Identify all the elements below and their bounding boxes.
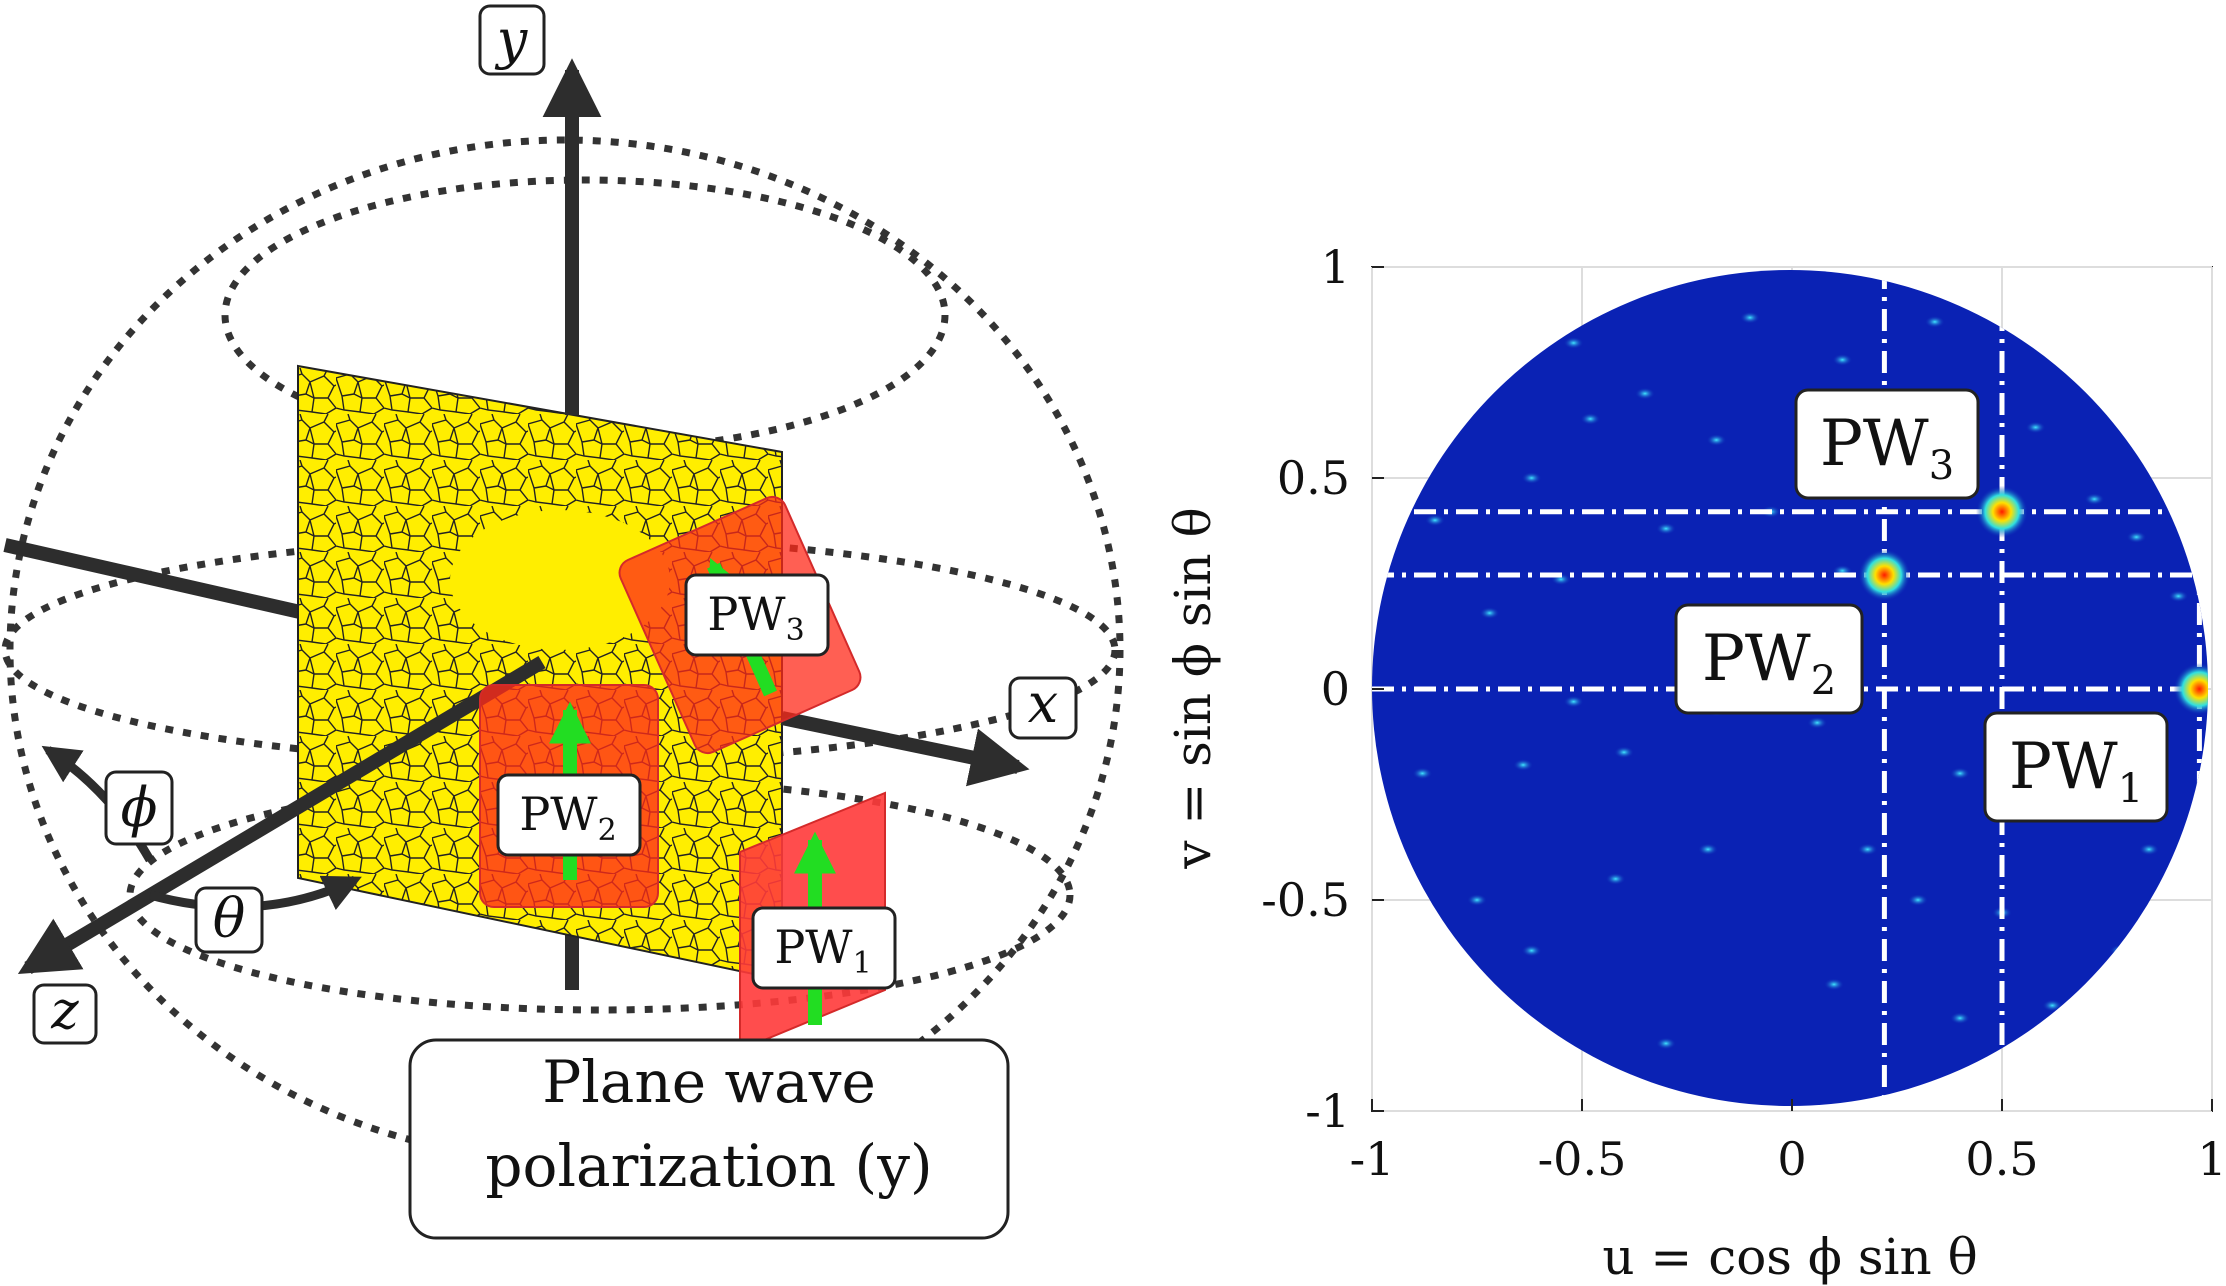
- x-tick-label: 0: [1777, 1132, 1806, 1186]
- svg-text:y: y: [495, 8, 529, 71]
- y-tick-label: -1: [1305, 1084, 1350, 1138]
- svg-text:x: x: [1028, 672, 1058, 735]
- lower-latitude-ring: [126, 776, 1074, 1014]
- speckle-point: [1807, 716, 1828, 729]
- plate-smooth-region: [450, 510, 670, 650]
- speckle-point: [2168, 590, 2189, 603]
- speckle-point: [1950, 767, 1970, 780]
- svg-text:θ: θ: [213, 887, 246, 950]
- horizontal-axis-back: [3, 538, 302, 619]
- sphere-diagram: y x z ϕ θ PW3 PW2 PW1: [1, 4, 1124, 1240]
- peak-pw3: [1976, 485, 2028, 538]
- speckle-point: [1614, 746, 1634, 759]
- speckle-point: [1924, 315, 1945, 328]
- speckle-point: [1521, 944, 1542, 957]
- speckle-point: [2126, 531, 2147, 544]
- svg-text:PW3: PW3: [1820, 407, 1954, 489]
- polarization-caption: Plane wave polarization (y): [408, 1038, 1010, 1240]
- y-tick-label: 0: [1321, 662, 1350, 716]
- speckle-point: [1635, 387, 1655, 400]
- pw1-label: PW1: [751, 906, 897, 990]
- x-tick-label: 0.5: [1965, 1132, 2038, 1186]
- svg-text:z: z: [50, 981, 79, 1041]
- svg-text:PW2: PW2: [519, 787, 616, 848]
- svg-text:PW1: PW1: [774, 920, 871, 981]
- svg-text:PW1: PW1: [2009, 730, 2143, 812]
- pw3-label: PW3: [684, 573, 830, 657]
- y-axis-title: v = sin ϕ sin θ: [1164, 507, 1222, 870]
- theta-label: θ: [194, 886, 264, 954]
- x-tick-label: -0.5: [1538, 1132, 1627, 1186]
- speckle-layer: [1412, 311, 2189, 1075]
- speckle-point: [1698, 843, 1718, 856]
- speckle-point: [1521, 472, 1542, 484]
- pw2-label: PW2: [496, 773, 642, 857]
- speckle-point: [1479, 607, 1500, 620]
- upper-latitude-ring: [221, 176, 949, 454]
- pw2-heatmap-label: PW2: [1674, 603, 1864, 715]
- peak-layer: [1858, 485, 2208, 715]
- phi-label: ϕ: [104, 770, 174, 846]
- x-tick-label: 1: [2197, 1132, 2226, 1186]
- x-tick-label: -1: [1350, 1132, 1395, 1186]
- speckle-point: [2025, 421, 2046, 434]
- speckle-point: [1656, 1037, 1676, 1050]
- speckle-point: [1740, 311, 1760, 324]
- speckle-point: [1605, 872, 1626, 885]
- svg-text:PW2: PW2: [1702, 622, 1836, 704]
- y-tick-label: 0.5: [1277, 451, 1350, 505]
- tick-labels: -1 -0.5 0 0.5 1 1 0.5 0 -0.5 -1: [1261, 240, 2226, 1186]
- speckle-point: [2084, 493, 2105, 506]
- speckle-point: [1656, 522, 1676, 535]
- y-axis-label: y: [478, 4, 546, 76]
- speckle-point: [1467, 894, 1487, 906]
- pw3-heatmap-label: PW3: [1794, 388, 1980, 500]
- speckle-point: [1412, 767, 1433, 780]
- speckle-point: [1580, 412, 1601, 425]
- svg-text:PW3: PW3: [707, 587, 804, 648]
- x-axis-title: u = cos ϕ sin θ: [1602, 1228, 1977, 1286]
- y-tick-label: 1: [1321, 240, 1350, 294]
- svg-text:ϕ: ϕ: [121, 776, 158, 839]
- speckle-point: [1513, 758, 1534, 771]
- svg-text:polarization (y): polarization (y): [485, 1132, 932, 1200]
- peak-pw2: [1858, 549, 1911, 602]
- z-axis-label: z: [32, 981, 98, 1045]
- speckle-point: [1824, 978, 1844, 991]
- speckle-point: [1857, 843, 1878, 856]
- speckle-point: [1706, 434, 1727, 447]
- x-axis-label: x: [1008, 672, 1078, 740]
- speckle-point: [2139, 843, 2159, 856]
- speckle-point: [1563, 336, 1584, 349]
- uv-heatmap: -1 -0.5 0 0.5 1 1 0.5 0 -0.5 -1 PW3 PW2 PW1 u = c…: [1164, 240, 2226, 1286]
- peak-pw1: [2173, 663, 2208, 715]
- x-axis: [780, 711, 1030, 787]
- pw1-heatmap-label: PW1: [1983, 711, 2169, 823]
- speckle-point: [1950, 1012, 1970, 1025]
- speckle-point: [2042, 999, 2063, 1012]
- speckle-point: [1425, 514, 1445, 527]
- speckle-point: [1908, 894, 1928, 906]
- z-axis: [17, 655, 546, 975]
- svg-text:Plane wave: Plane wave: [542, 1048, 876, 1116]
- speckle-point: [1563, 695, 1584, 708]
- sphere-outline: [6, 136, 1124, 1164]
- y-tick-label: -0.5: [1261, 873, 1350, 927]
- speckle-point: [1832, 353, 1853, 366]
